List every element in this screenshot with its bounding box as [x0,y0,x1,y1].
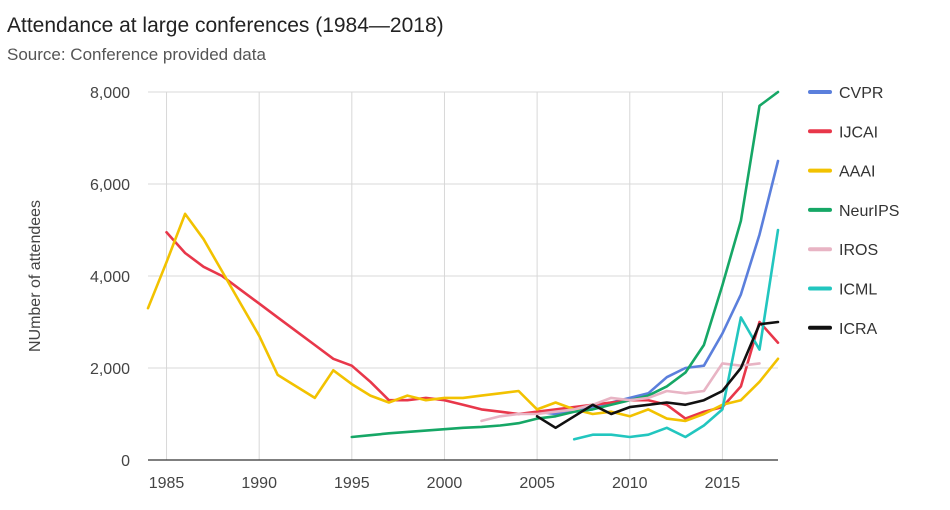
y-tick-label: 4,000 [90,269,130,286]
x-tick-label: 2015 [705,475,741,492]
series-line-cvpr [535,159,780,416]
series-line-aaai [146,212,780,423]
y-axis-label: NUmber of attendees [27,200,44,352]
chart-title: Attendance at large conferences (1984—20… [7,14,444,37]
x-tick-label: 1990 [241,475,277,492]
series-line-icra [535,320,780,430]
series-line-iros [480,362,761,423]
x-tick-label: 1995 [334,475,370,492]
legend-label: NeurIPS [839,203,899,220]
y-tick-label: 6,000 [90,177,130,194]
series-line-neurips [350,90,780,439]
legend-label: ICRA [839,321,878,338]
gridlines [148,91,778,460]
y-tick-label: 8,000 [90,85,130,102]
series-lines [146,90,780,441]
y-axis-ticks: 0 2,000 4,000 6,000 8,000 [90,85,130,470]
legend-label: CVPR [839,85,883,102]
x-tick-label: 2000 [427,475,463,492]
x-axis-ticks: 1985 1990 1995 2000 2005 2010 2015 [149,475,741,492]
series-line-ijcai [165,231,780,420]
legend-label: IJCAI [839,124,878,141]
series-line-icml [572,228,780,441]
legend-label: AAAI [839,164,875,181]
x-tick-label: 2005 [519,475,555,492]
legend: CVPR IJCAI AAAI NeurIPS IROS ICML ICRA [808,85,899,338]
y-tick-label: 0 [121,453,130,470]
x-tick-label: 1985 [149,475,185,492]
y-tick-label: 2,000 [90,361,130,378]
legend-label: ICML [839,282,877,299]
legend-label: IROS [839,242,878,259]
x-tick-label: 2010 [612,475,648,492]
chart-subtitle: Source: Conference provided data [7,45,266,64]
